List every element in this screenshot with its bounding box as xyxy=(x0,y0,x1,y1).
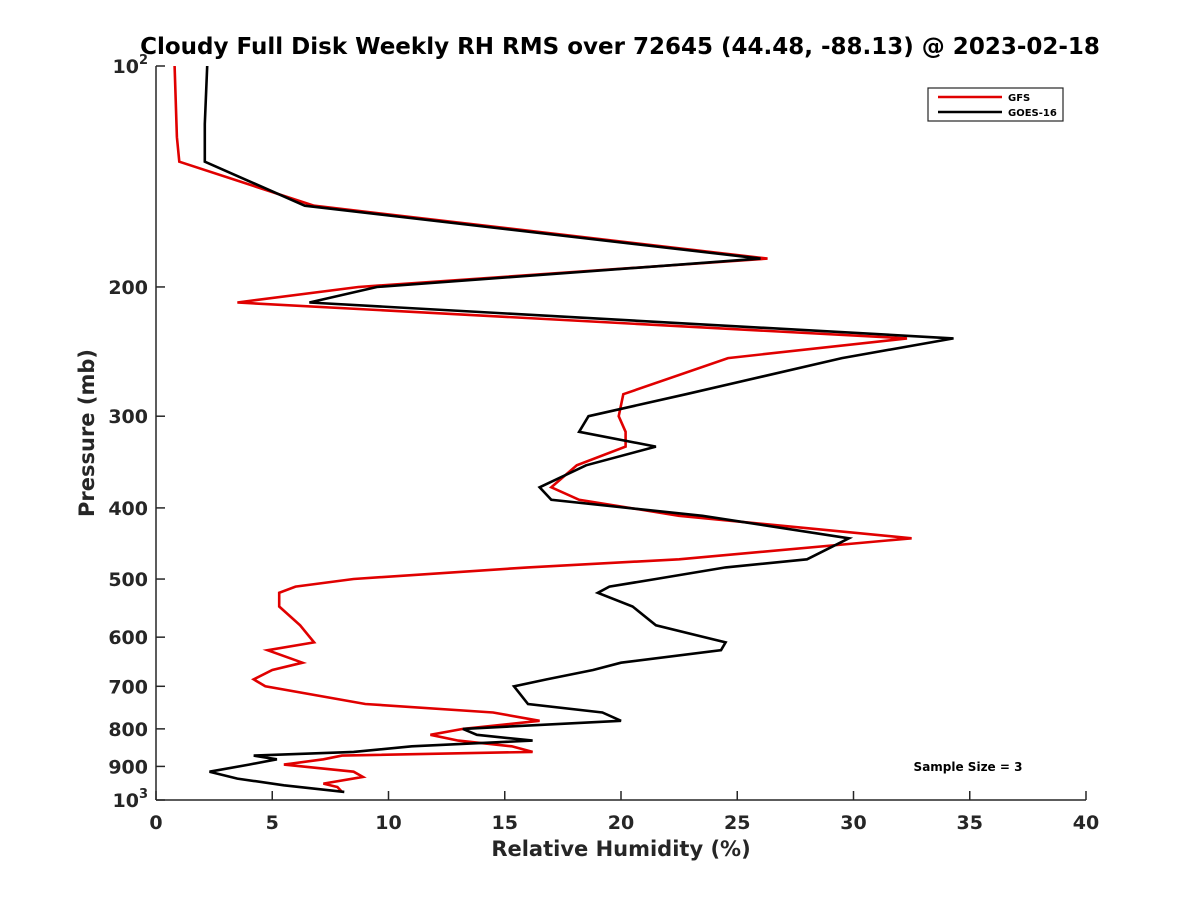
x-tick-label: 25 xyxy=(724,812,750,834)
y-tick-label: 103 xyxy=(113,787,149,812)
plot-area xyxy=(156,66,1086,800)
x-axis-ticks: 0 5 10 15 20 25 30 35 40 xyxy=(149,791,1099,834)
legend-box xyxy=(927,87,1064,122)
y-axis-ticks: 102 200 300 400 500 600 700 800 900 103 xyxy=(108,53,165,812)
y-tick-label: 900 xyxy=(108,756,148,778)
sample-size-annotation: Sample Size = 3 xyxy=(914,760,1023,774)
series-lines xyxy=(173,65,954,794)
x-tick-label: 10 xyxy=(375,812,401,834)
x-tick-label: 15 xyxy=(492,812,518,834)
x-tick-label: 35 xyxy=(957,812,983,834)
x-tick-label: 20 xyxy=(608,812,634,834)
chart-title: Cloudy Full Disk Weekly RH RMS over 7264… xyxy=(140,34,1100,60)
legend-entry: GFS xyxy=(1008,93,1030,104)
y-tick-label: 400 xyxy=(108,498,148,520)
legend-entry: GOES-16 xyxy=(1008,108,1057,119)
x-tick-label: 5 xyxy=(266,812,279,834)
y-tick-label: 200 xyxy=(108,277,148,299)
y-tick-label: 500 xyxy=(108,569,148,591)
y-tick-label: 600 xyxy=(108,627,148,649)
y-axis-label: Pressure (mb) xyxy=(75,349,99,517)
x-tick-label: 40 xyxy=(1073,812,1099,834)
legend: GFS GOES-16 xyxy=(927,87,1064,122)
series-line-goes-16 xyxy=(203,65,954,794)
x-tick-label: 30 xyxy=(840,812,866,834)
y-tick-label: 800 xyxy=(108,719,148,741)
x-tick-label: 0 xyxy=(149,812,162,834)
x-axis-label: Relative Humidity (%) xyxy=(491,837,750,861)
y-tick-label: 102 xyxy=(113,53,149,78)
series-line-gfs xyxy=(173,65,912,793)
y-tick-label: 700 xyxy=(108,676,148,698)
y-tick-label: 300 xyxy=(108,406,148,428)
